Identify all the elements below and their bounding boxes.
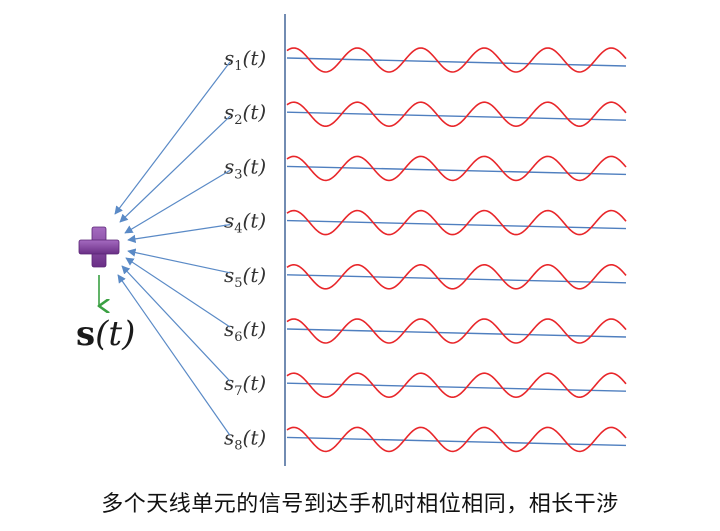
signal-label-base: s <box>224 100 234 124</box>
signal-arrow-7 <box>121 265 231 382</box>
signal-label-arg: (t) <box>243 371 267 395</box>
signal-wave-1 <box>286 47 627 73</box>
signal-baseline-3 <box>286 165 627 176</box>
signal-label-subscript: 7 <box>234 384 242 399</box>
signal-arrow-5 <box>127 248 231 274</box>
signal-label-arg: (t) <box>243 317 267 341</box>
signal-label-7: s7(t) <box>224 371 266 399</box>
signal-wave-3 <box>286 155 627 182</box>
signal-arrow-1 <box>114 61 231 215</box>
signal-label-subscript: 1 <box>234 59 242 74</box>
signal-baseline-6 <box>286 328 627 338</box>
signal-label-base: s <box>224 317 234 341</box>
signal-label-arg: (t) <box>243 425 267 449</box>
signal-arrow-6 <box>125 257 231 328</box>
sum-label: s(t) <box>76 314 135 354</box>
signal-rows: s1(t)s2(t)s3(t)s4(t)s5(t)s6(t)s7(t)s8(t) <box>224 46 627 453</box>
signal-label-5: s5(t) <box>224 263 266 291</box>
signal-label-base: s <box>224 425 234 449</box>
sum-label-base: s <box>76 314 95 354</box>
signal-label-base: s <box>224 371 234 395</box>
signal-label-arg: (t) <box>243 263 267 287</box>
signal-label-2: s2(t) <box>224 100 266 128</box>
signal-label-base: s <box>224 46 234 70</box>
signal-label-subscript: 2 <box>234 113 242 128</box>
signal-baseline-5 <box>286 274 627 284</box>
signal-label-base: s <box>224 209 234 233</box>
caption: 多个天线单元的信号到达手机时相位相同，相长干涉 <box>101 492 619 517</box>
signal-baseline-2 <box>286 111 627 121</box>
signal-label-subscript: 3 <box>234 167 242 182</box>
signal-wave-7 <box>286 372 627 399</box>
plus-icon <box>78 226 120 268</box>
signal-wave-4 <box>286 209 627 236</box>
signal-label-subscript: 5 <box>234 276 242 291</box>
signal-arrow-8 <box>117 274 231 436</box>
signal-label-arg: (t) <box>243 100 267 124</box>
signal-baseline-1 <box>286 57 627 67</box>
signal-label-6: s6(t) <box>224 317 266 345</box>
signal-label-base: s <box>224 154 234 178</box>
signal-wave-6 <box>286 318 627 344</box>
sum-label-arg: (t) <box>95 314 135 354</box>
signal-label-1: s1(t) <box>224 46 266 74</box>
signal-label-arg: (t) <box>243 46 267 70</box>
signal-label-3: s3(t) <box>224 154 266 182</box>
signal-label-arg: (t) <box>243 209 267 233</box>
signal-label-subscript: 4 <box>234 222 242 237</box>
signal-label-arg: (t) <box>243 154 267 178</box>
signal-arrow-2 <box>119 115 231 223</box>
signal-baseline-7 <box>286 382 627 392</box>
signal-wave-2 <box>286 101 627 128</box>
signal-label-subscript: 6 <box>234 330 242 345</box>
signal-arrows <box>114 61 231 436</box>
signal-baseline-4 <box>286 219 627 230</box>
signal-baseline-8 <box>286 436 627 447</box>
signal-label-subscript: 8 <box>234 438 242 453</box>
signal-arrow-3 <box>124 169 231 234</box>
signal-label-8: s8(t) <box>224 425 266 453</box>
signal-wave-5 <box>286 263 627 290</box>
signal-arrow-4 <box>127 224 231 244</box>
signal-label-base: s <box>224 263 234 287</box>
signal-label-4: s4(t) <box>224 209 266 237</box>
signal-wave-8 <box>286 426 627 453</box>
